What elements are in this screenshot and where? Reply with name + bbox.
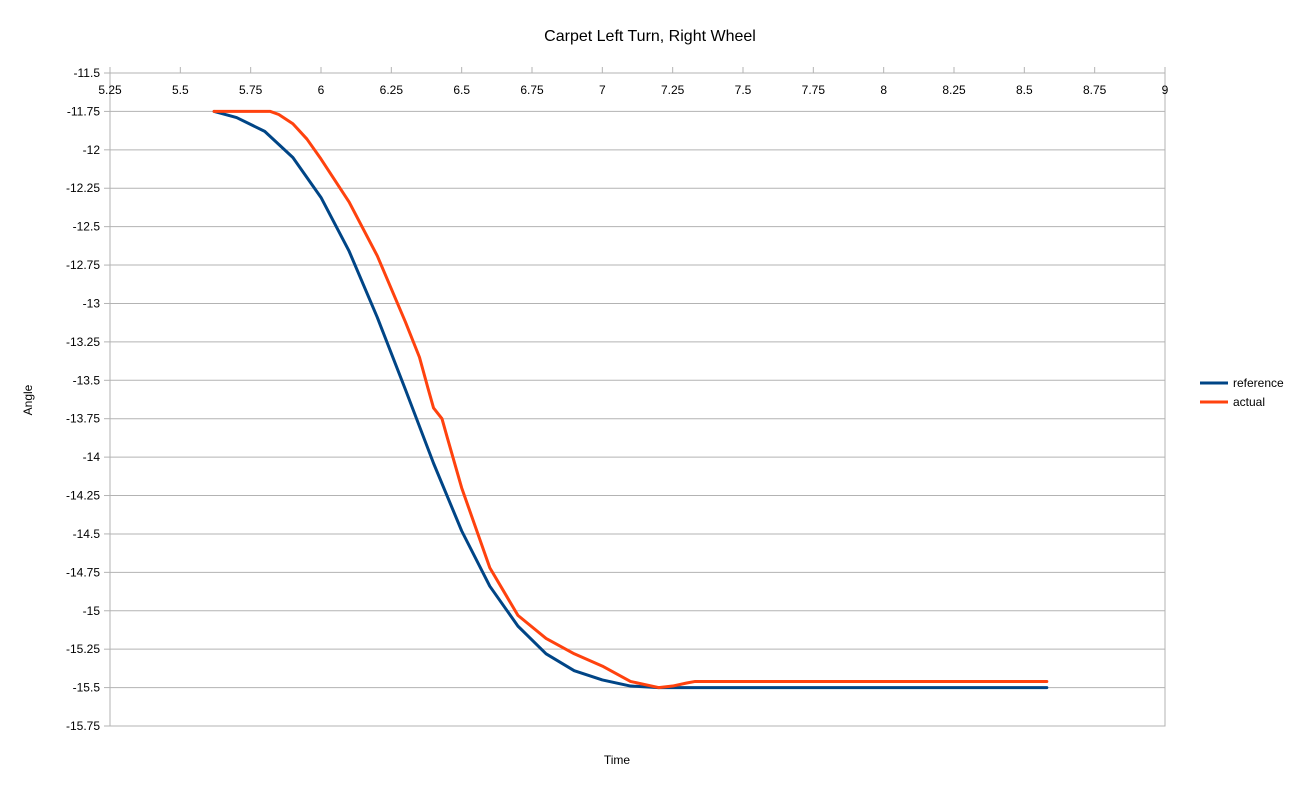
legend: reference actual	[1200, 376, 1284, 409]
series-line-actual	[212, 109, 1049, 690]
x-tick-label-13: 8.5	[1016, 83, 1033, 97]
x-tick-label-5: 6.5	[453, 83, 470, 97]
y-tick-label-6: -13	[83, 296, 101, 310]
y-axis-ticks: -11.5 -11.75 -12 -12.25 -12.5 -12.75 -13 -13.25…	[66, 66, 110, 733]
plot-area	[109, 72, 1166, 727]
y-tick-label-0: -11.5	[74, 66, 101, 80]
x-tick-label-6: 6.75	[520, 83, 544, 97]
chart-title: Carpet Left Turn, Right Wheel	[544, 28, 756, 45]
y-tick-label-5: -12.75	[66, 258, 100, 272]
y-tick-label-4: -12.5	[73, 220, 101, 234]
y-tick-label-17: -15.75	[66, 719, 100, 733]
y-tick-label-8: -13.5	[73, 373, 101, 387]
x-tick-label-3: 6	[318, 83, 325, 97]
x-tick-label-0: 5.25	[98, 83, 122, 97]
y-tick-label-9: -13.75	[66, 412, 100, 426]
x-tick-label-11: 8	[880, 83, 887, 97]
y-axis-label: Angle	[21, 384, 35, 415]
grid-lines	[110, 72, 1165, 727]
x-axis-label: Time	[604, 753, 631, 767]
x-axis-ticks: 5.25 5.5 5.75 6 6.25 6.5 6.75 7 7.25 7.5 7.75 8 8.25…	[98, 67, 1169, 97]
series-line-reference	[212, 109, 1049, 690]
y-tick-label-13: -14.75	[66, 565, 100, 579]
x-tick-label-12: 8.25	[942, 83, 966, 97]
x-tick-label-7: 7	[599, 83, 606, 97]
series-lines	[212, 109, 1049, 690]
x-tick-label-14: 8.75	[1083, 83, 1107, 97]
x-tick-label-15: 9	[1162, 83, 1169, 97]
y-tick-label-3: -12.25	[66, 181, 100, 195]
x-tick-label-9: 7.5	[735, 83, 752, 97]
legend-label-reference: reference	[1233, 376, 1284, 390]
y-tick-label-11: -14.25	[66, 489, 100, 503]
y-tick-label-7: -13.25	[66, 335, 100, 349]
x-tick-label-2: 5.75	[239, 83, 263, 97]
legend-label-actual: actual	[1233, 395, 1265, 409]
y-tick-label-12: -14.5	[73, 527, 101, 541]
y-tick-label-16: -15.5	[73, 681, 101, 695]
y-tick-label-10: -14	[83, 450, 101, 464]
y-tick-label-1: -11.75	[67, 104, 100, 118]
y-tick-label-2: -12	[83, 143, 101, 157]
y-tick-label-14: -15	[83, 604, 101, 618]
x-tick-label-10: 7.75	[802, 83, 826, 97]
x-tick-label-8: 7.25	[661, 83, 685, 97]
y-tick-label-15: -15.25	[66, 642, 100, 656]
x-tick-label-4: 6.25	[380, 83, 404, 97]
x-tick-label-1: 5.5	[172, 83, 189, 97]
